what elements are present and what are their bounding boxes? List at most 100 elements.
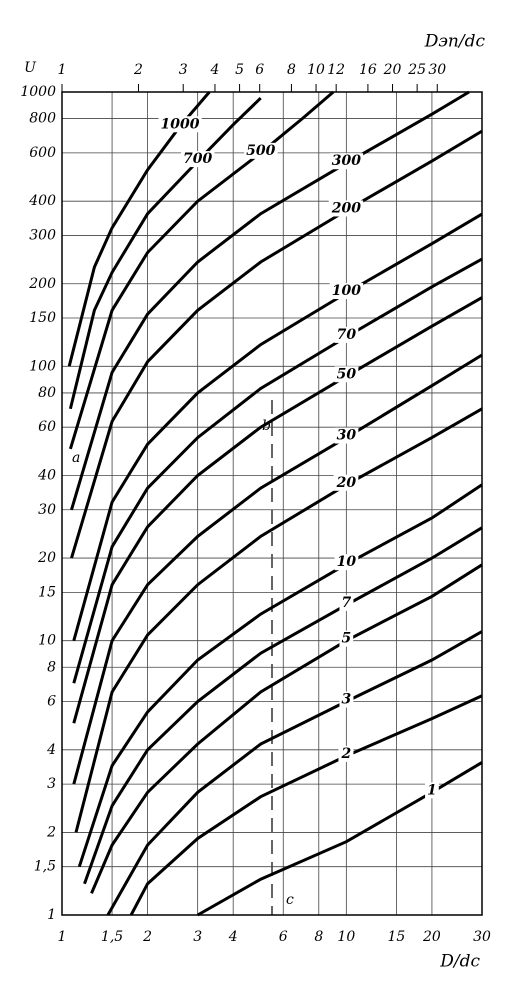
top-tick-label: 30 [428, 62, 446, 78]
y-tick-label: 10 [38, 633, 56, 649]
x-tick-label: 4 [228, 929, 238, 945]
y-tick-label: 4 [46, 742, 56, 758]
y-tick-label: 300 [29, 227, 56, 243]
curve-label: 100 [332, 283, 361, 299]
curve-label-bg [339, 594, 354, 611]
top-tick-label: 4 [209, 62, 219, 78]
y-tick-label: 100 [29, 358, 56, 374]
y-tick-label: 1,5 [34, 859, 56, 875]
curve [70, 129, 483, 559]
curve [129, 694, 483, 916]
y-tick-label: 1000 [20, 84, 56, 100]
curve [72, 257, 483, 684]
top-tick-label: 6 [255, 62, 264, 78]
curve-label-bg [333, 474, 359, 491]
curve-label: 5 [341, 631, 351, 647]
curve-label-bg [181, 151, 215, 168]
top-tick-label: 20 [383, 62, 402, 78]
plot-frame [61, 91, 483, 916]
curve-label: 1000 [161, 116, 200, 132]
x-tick-label: 15 [387, 929, 405, 945]
curve [90, 563, 483, 894]
curve-label-bg [328, 200, 364, 217]
y-tick-label: 800 [29, 111, 56, 127]
curve-label-bg [339, 630, 354, 647]
curve-label: 1 [427, 782, 437, 798]
curve-label-bg [158, 116, 202, 133]
curve-label: 500 [246, 143, 275, 159]
y-tick-label: 2 [46, 824, 56, 840]
top-axis-label: Dэп/dc [424, 32, 486, 52]
y-tick-label: 60 [38, 419, 56, 435]
curve [74, 407, 483, 833]
x-tick-label: 6 [279, 929, 288, 945]
curve-label: 20 [336, 475, 357, 491]
curve-label-bg [334, 427, 359, 444]
annotation: b [262, 418, 271, 434]
curve-label-bg [329, 153, 364, 170]
curve-label-bg [339, 691, 354, 708]
y-tick-label: 8 [47, 659, 56, 675]
y-tick-label: 20 [37, 550, 56, 566]
x-tick-label: 30 [473, 929, 491, 945]
curve-label: 700 [183, 151, 212, 167]
curve-label: 10 [337, 554, 357, 570]
x-axis-label: D/dc [439, 952, 480, 972]
y-tick-label: 40 [37, 468, 56, 484]
curve-label: 30 [337, 428, 357, 444]
x-tick-label: 2 [142, 929, 152, 945]
x-tick-label: 8 [314, 929, 323, 945]
y-tick-label: 400 [28, 193, 56, 209]
y-tick-label: 200 [28, 276, 56, 292]
y-tick-label: 15 [38, 584, 56, 600]
curve-label-bg [334, 366, 359, 383]
x-tick-label: 1 [58, 929, 67, 945]
top-tick-label: 16 [359, 62, 377, 78]
curve-label-bg [244, 142, 278, 159]
x-tick-label: 10 [337, 929, 355, 945]
top-tick-label: 10 [307, 62, 325, 78]
top-tick-label: 8 [287, 62, 296, 78]
x-tick-label: 3 [193, 929, 202, 945]
curve [72, 296, 483, 724]
y-tick-label: 6 [47, 694, 56, 710]
curve-label: 50 [337, 366, 357, 382]
curve-label-bg [329, 283, 364, 300]
y-tick-label: 1 [47, 907, 56, 923]
annotation: a [72, 450, 80, 466]
curve [70, 90, 470, 511]
y-tick-label: 150 [29, 310, 56, 326]
curve [83, 526, 483, 885]
curve [72, 212, 483, 642]
curve-label: 2 [340, 746, 351, 762]
curve [77, 483, 483, 868]
curve [72, 353, 483, 785]
top-tick-label: 3 [179, 62, 188, 78]
curve [196, 761, 483, 917]
top-tick-label: 12 [327, 62, 345, 78]
annotation: c [286, 892, 294, 908]
curve-label-bg [425, 782, 439, 799]
curve-label: 70 [337, 327, 357, 343]
curve-label: 7 [341, 595, 351, 611]
top-tick-label: 5 [235, 62, 244, 78]
y-axis-label: U [24, 60, 37, 76]
x-tick-label: 1,5 [101, 929, 123, 945]
top-tick-label: 1 [58, 62, 67, 78]
curve [106, 630, 483, 916]
curve-label-bg [334, 326, 359, 343]
y-tick-label: 3 [47, 776, 56, 792]
curve-label: 200 [331, 200, 361, 216]
y-tick-label: 30 [38, 502, 56, 518]
y-tick-label: 80 [38, 385, 56, 401]
curve [68, 97, 262, 410]
top-tick-label: 25 [407, 62, 426, 78]
curve-label-bg [338, 745, 354, 762]
curve-label: 3 [341, 692, 351, 708]
top-tick-label: 2 [133, 62, 143, 78]
curve [68, 90, 335, 450]
y-tick-label: 600 [29, 145, 56, 161]
x-tick-label: 20 [422, 929, 441, 945]
